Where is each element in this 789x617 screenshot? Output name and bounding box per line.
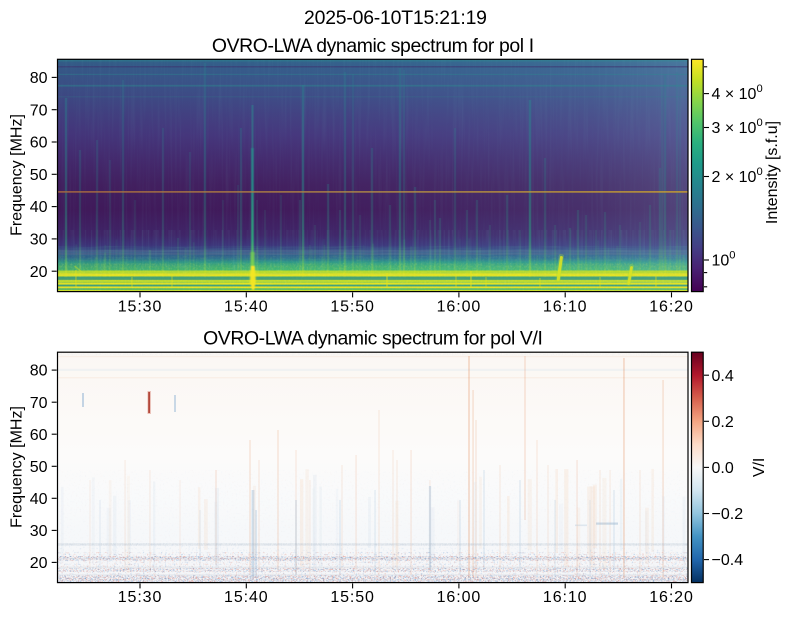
- svg-text:16:20: 16:20: [649, 299, 694, 316]
- svg-text:16:00: 16:00: [437, 589, 482, 606]
- svg-text:70: 70: [30, 102, 48, 119]
- svg-text:15:30: 15:30: [118, 299, 163, 316]
- svg-text:0.2: 0.2: [712, 414, 734, 431]
- svg-text:16:10: 16:10: [543, 299, 588, 316]
- svg-text:OVRO-LWA dynamic spectrum for: OVRO-LWA dynamic spectrum for pol V/I: [203, 328, 542, 350]
- svg-text:60: 60: [30, 427, 48, 444]
- svg-text:2 × 100: 2 × 100: [712, 166, 763, 186]
- svg-text:30: 30: [30, 523, 48, 540]
- svg-text:16:20: 16:20: [649, 589, 694, 606]
- svg-text:60: 60: [30, 135, 48, 152]
- svg-text:40: 40: [30, 491, 48, 508]
- svg-text:80: 80: [30, 70, 48, 87]
- svg-text:0.0: 0.0: [712, 460, 734, 477]
- svg-text:15:40: 15:40: [224, 299, 269, 316]
- svg-text:Frequency [MHz]: Frequency [MHz]: [9, 114, 26, 236]
- svg-text:−0.4: −0.4: [712, 552, 744, 569]
- svg-text:4 × 100: 4 × 100: [712, 83, 763, 103]
- svg-text:15:40: 15:40: [224, 589, 269, 606]
- svg-text:20: 20: [30, 264, 48, 281]
- svg-text:0.4: 0.4: [712, 368, 734, 385]
- svg-text:15:30: 15:30: [118, 589, 163, 606]
- svg-text:70: 70: [30, 395, 48, 412]
- svg-text:80: 80: [30, 363, 48, 380]
- svg-text:50: 50: [30, 167, 48, 184]
- svg-text:3 × 100: 3 × 100: [712, 117, 763, 137]
- svg-text:16:00: 16:00: [437, 299, 482, 316]
- svg-text:OVRO-LWA dynamic spectrum for: OVRO-LWA dynamic spectrum for pol I: [212, 35, 534, 57]
- svg-text:15:50: 15:50: [330, 589, 375, 606]
- svg-text:50: 50: [30, 459, 48, 476]
- svg-text:V/I: V/I: [751, 458, 768, 478]
- svg-text:15:50: 15:50: [330, 299, 375, 316]
- svg-text:20: 20: [30, 555, 48, 572]
- svg-text:Frequency [MHz]: Frequency [MHz]: [9, 406, 26, 528]
- svg-text:2025-06-10T15:21:19: 2025-06-10T15:21:19: [304, 7, 487, 29]
- svg-text:40: 40: [30, 199, 48, 216]
- svg-text:16:10: 16:10: [543, 589, 588, 606]
- svg-text:Intensity [s.f.u]: Intensity [s.f.u]: [764, 121, 781, 224]
- svg-text:−0.2: −0.2: [712, 506, 744, 523]
- svg-text:30: 30: [30, 232, 48, 249]
